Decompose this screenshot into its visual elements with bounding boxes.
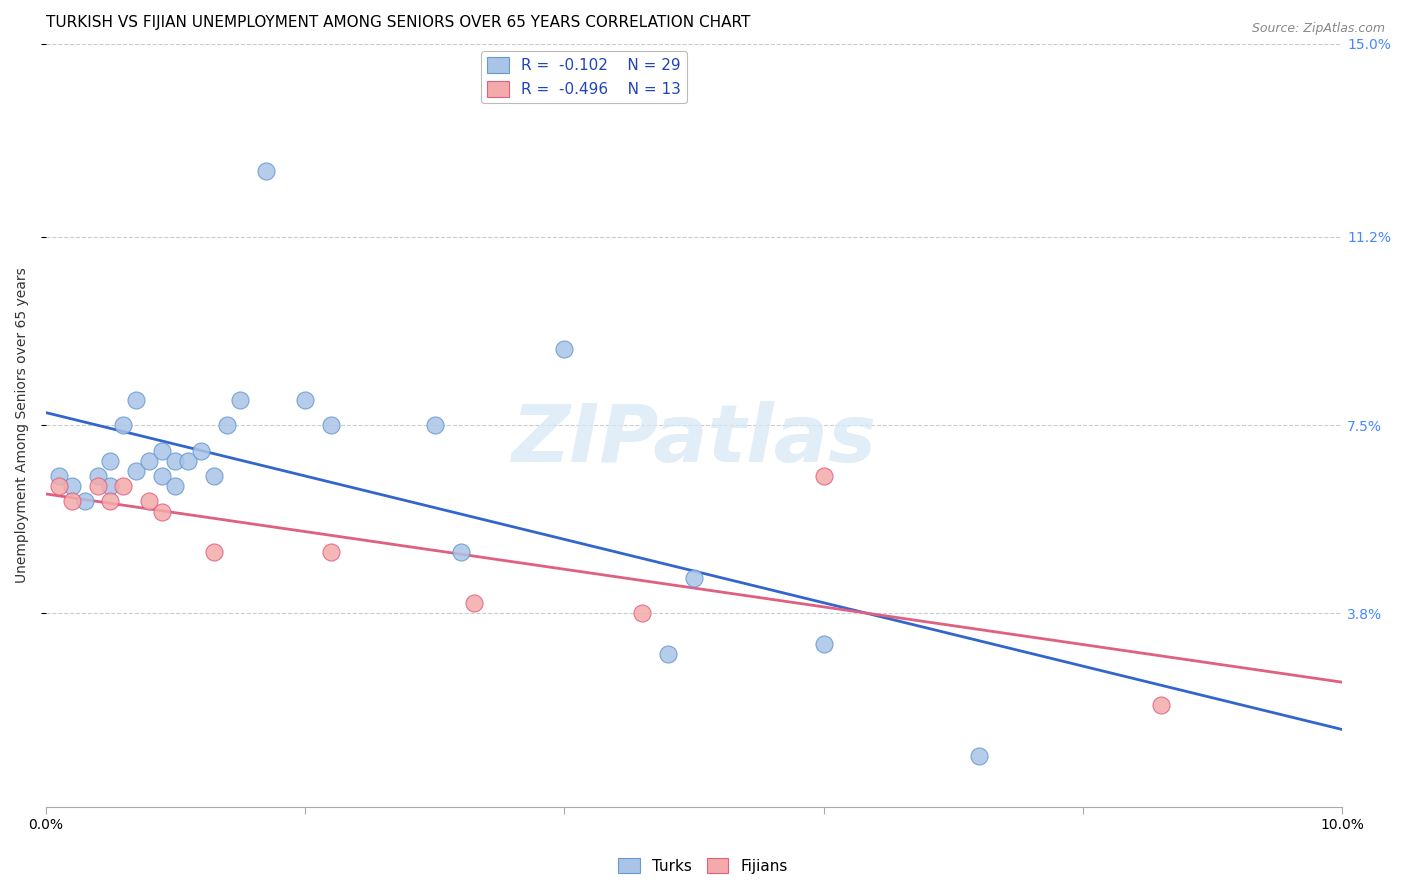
Point	[683, 571, 706, 585]
Point	[319, 545, 342, 559]
Point	[423, 418, 446, 433]
Point	[229, 392, 252, 407]
Point	[1149, 698, 1171, 712]
Point	[165, 479, 187, 493]
Point	[463, 596, 485, 610]
Point	[100, 454, 122, 468]
Point	[112, 418, 135, 433]
Point	[150, 505, 173, 519]
Point	[100, 479, 122, 493]
Point	[60, 494, 83, 508]
Point	[150, 469, 173, 483]
Point	[450, 545, 472, 559]
Point	[813, 469, 835, 483]
Text: ZIPatlas: ZIPatlas	[512, 401, 876, 479]
Point	[294, 392, 316, 407]
Point	[125, 392, 148, 407]
Point	[202, 469, 225, 483]
Point	[813, 637, 835, 651]
Text: Source: ZipAtlas.com: Source: ZipAtlas.com	[1251, 22, 1385, 36]
Point	[657, 647, 679, 661]
Point	[125, 464, 148, 478]
Point	[86, 469, 108, 483]
Point	[112, 479, 135, 493]
Legend: Turks, Fijians: Turks, Fijians	[612, 852, 794, 880]
Point	[553, 342, 575, 356]
Point	[150, 443, 173, 458]
Point	[319, 418, 342, 433]
Point	[165, 454, 187, 468]
Point	[48, 469, 70, 483]
Point	[202, 545, 225, 559]
Point	[177, 454, 200, 468]
Point	[86, 479, 108, 493]
Point	[217, 418, 239, 433]
Point	[967, 748, 990, 763]
Point	[190, 443, 212, 458]
Point	[73, 494, 96, 508]
Text: TURKISH VS FIJIAN UNEMPLOYMENT AMONG SENIORS OVER 65 YEARS CORRELATION CHART: TURKISH VS FIJIAN UNEMPLOYMENT AMONG SEN…	[45, 15, 749, 30]
Point	[48, 479, 70, 493]
Point	[631, 607, 654, 621]
Point	[138, 454, 160, 468]
Point	[60, 479, 83, 493]
Point	[100, 494, 122, 508]
Point	[138, 494, 160, 508]
Point	[254, 164, 277, 178]
Legend: R =  -0.102    N = 29, R =  -0.496    N = 13: R = -0.102 N = 29, R = -0.496 N = 13	[481, 52, 688, 103]
Y-axis label: Unemployment Among Seniors over 65 years: Unemployment Among Seniors over 65 years	[15, 268, 30, 583]
